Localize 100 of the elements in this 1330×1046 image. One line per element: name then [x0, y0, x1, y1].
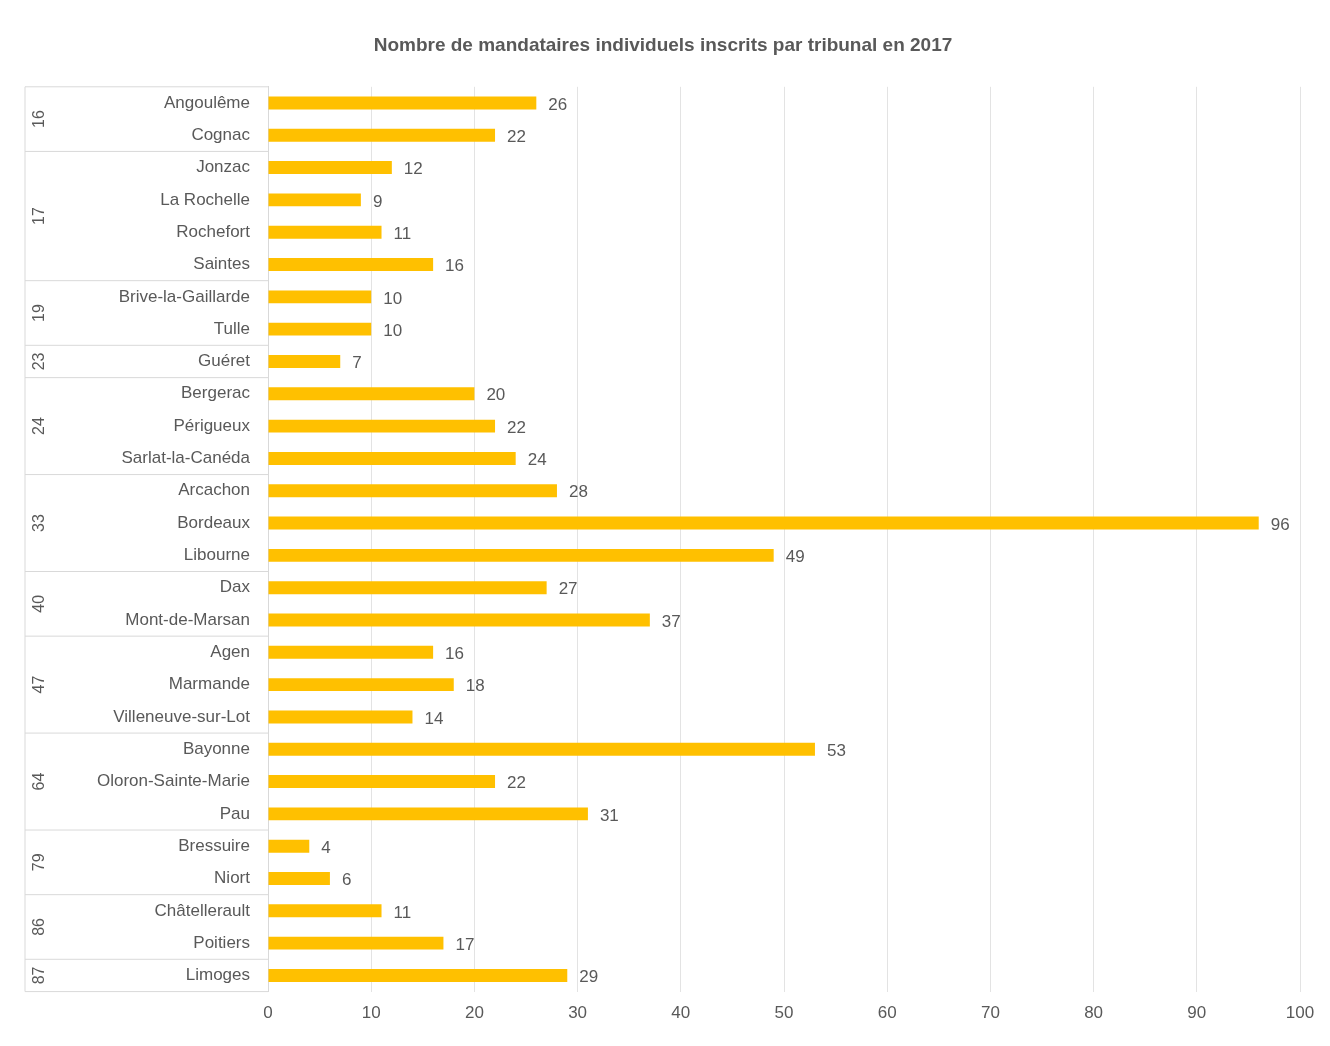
data-label: 26 — [548, 94, 568, 114]
bar — [268, 581, 547, 595]
y-tick-label: Brive-la-Gaillarde — [118, 286, 250, 306]
y-tick-label: La Rochelle — [160, 189, 250, 209]
y-tick-label: Pau — [219, 803, 250, 823]
data-label: 29 — [579, 967, 599, 987]
data-label: 11 — [393, 902, 412, 922]
bar — [268, 807, 588, 821]
bar — [268, 322, 372, 336]
text: 86 — [30, 917, 48, 936]
data-label: 28 — [568, 482, 588, 502]
y-tick-label: Périgueux — [173, 415, 251, 435]
y-tick-label: Châtellerault — [154, 900, 251, 920]
x-tick-label: 50 — [774, 1003, 794, 1023]
y-tick-label: Libourne — [183, 545, 250, 565]
bar — [268, 290, 372, 304]
y-tick-label: Villeneuve-sur-Lot — [113, 706, 251, 726]
text: 40 — [30, 594, 48, 613]
data-label: 27 — [558, 579, 578, 599]
data-label: 18 — [465, 676, 485, 696]
text: 47 — [30, 675, 48, 694]
bar — [268, 775, 496, 789]
data-label: 16 — [445, 643, 465, 663]
bar — [268, 904, 382, 918]
bar — [268, 645, 434, 659]
text: 87 — [30, 966, 48, 985]
data-label: 9 — [372, 191, 383, 211]
x-tick-label: 0 — [263, 1003, 273, 1023]
bar — [268, 96, 537, 110]
y-tick-label: Bergerac — [181, 383, 251, 403]
data-label: 22 — [507, 126, 526, 146]
y-tick-label: Marmande — [168, 674, 250, 694]
y-tick-label: Bressuire — [178, 835, 250, 855]
data-label: 20 — [486, 385, 506, 405]
y-tick-label: Tulle — [213, 318, 250, 338]
data-label: 49 — [785, 547, 805, 567]
x-tick-label: 70 — [980, 1003, 1000, 1023]
text: 19 — [30, 304, 48, 322]
chart-title: Nombre de mandataires individuels inscrits par tribunal en 2017 — [373, 33, 953, 55]
data-label: 22 — [507, 417, 526, 437]
bar — [268, 839, 310, 853]
text: 16 — [30, 110, 48, 129]
bar — [268, 225, 382, 239]
y-tick-label: Guéret — [198, 351, 251, 371]
data-label: 14 — [424, 708, 444, 728]
data-label: 24 — [527, 450, 547, 470]
y-tick-label: Sarlat-la-Canéda — [121, 448, 251, 468]
x-tick-label: 40 — [671, 1003, 691, 1023]
data-label: 4 — [321, 837, 331, 857]
text: 79 — [30, 853, 48, 872]
data-label: 6 — [341, 870, 352, 890]
x-tick-label: 80 — [1084, 1003, 1104, 1023]
data-label: 10 — [383, 320, 403, 340]
bar — [268, 936, 444, 950]
bar — [268, 193, 361, 207]
x-tick-label: 20 — [464, 1003, 484, 1023]
data-label: 53 — [826, 740, 846, 760]
bar — [268, 161, 392, 175]
y-tick-label: Rochefort — [176, 221, 251, 241]
bar — [268, 419, 496, 433]
y-tick-label: Jonzac — [196, 157, 251, 177]
data-label: 7 — [352, 353, 362, 373]
bar — [268, 742, 815, 756]
bar — [268, 548, 774, 562]
bar — [268, 516, 1259, 530]
data-label: 31 — [599, 805, 619, 825]
bar — [268, 387, 475, 401]
bar — [268, 872, 330, 885]
text: 64 — [30, 772, 48, 791]
y-tick-label: Angoulême — [163, 92, 250, 112]
bar — [268, 128, 496, 142]
y-tick-label: Agen — [210, 641, 250, 661]
y-tick-label: Limoges — [185, 965, 250, 985]
text: 33 — [30, 514, 48, 532]
bar — [268, 710, 413, 724]
y-tick-label: Arcachon — [178, 480, 250, 500]
bar — [268, 613, 650, 627]
data-label: 16 — [445, 256, 465, 276]
data-label: 12 — [403, 159, 423, 179]
y-tick-label: Bordeaux — [177, 512, 251, 532]
bar — [268, 451, 516, 465]
text: 17 — [30, 207, 48, 225]
data-label: 37 — [661, 611, 681, 631]
y-tick-label: Dax — [219, 577, 251, 597]
data-label: 22 — [507, 773, 526, 793]
y-tick-label: Saintes — [193, 254, 250, 274]
x-tick-label: 30 — [568, 1003, 588, 1023]
data-label: 10 — [383, 288, 403, 308]
y-tick-label: Oloron-Sainte-Marie — [96, 771, 250, 791]
x-tick-label: 60 — [877, 1003, 897, 1023]
bar — [268, 355, 341, 368]
x-tick-label: 100 — [1285, 1003, 1315, 1023]
x-tick-label: 10 — [361, 1003, 381, 1023]
y-tick-label: Cognac — [191, 124, 251, 144]
text: 23 — [30, 352, 48, 371]
y-tick-label: Niort — [214, 868, 251, 888]
bar — [268, 484, 557, 498]
y-tick-label: Bayonne — [182, 738, 250, 758]
bar — [268, 678, 454, 692]
data-label: 17 — [455, 934, 475, 954]
